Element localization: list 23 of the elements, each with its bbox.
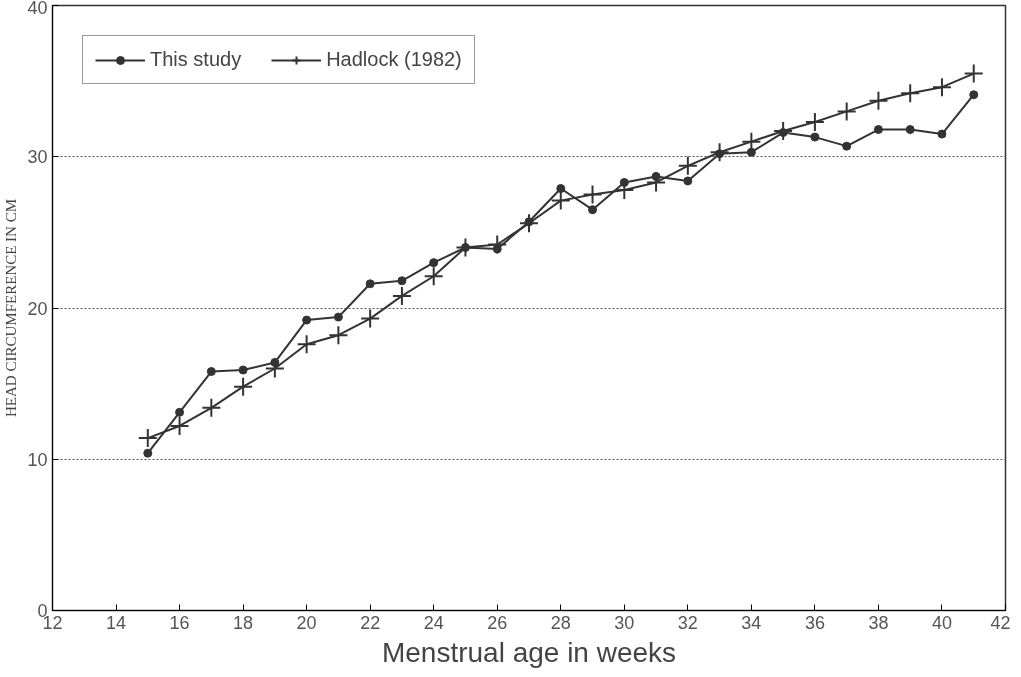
legend-label: Hadlock (1982): [326, 48, 462, 71]
x-tick-label: 36: [804, 612, 825, 633]
x-tick-label: 42: [990, 612, 1011, 633]
legend-label: This study: [150, 48, 242, 71]
y-tick-label: 20: [27, 298, 48, 319]
x-tick-label: 16: [169, 612, 190, 633]
y-tick-label: 40: [27, 0, 48, 18]
x-tick-label: 14: [106, 612, 127, 633]
x-tick-label: 38: [868, 612, 889, 633]
x-tick-label: 32: [677, 612, 698, 633]
x-tick-label: 20: [296, 612, 317, 633]
x-tick-label: 18: [233, 612, 254, 633]
x-tick-label: 34: [741, 612, 762, 633]
y-axis-title: HEAD CIRCUMFERENCE IN CM: [3, 199, 20, 417]
x-tick-label: 24: [423, 612, 444, 633]
y-tick-label: 10: [27, 449, 48, 470]
y-tick-label: 30: [27, 147, 48, 168]
x-tick-label: 28: [550, 612, 571, 633]
x-tick-label: 26: [487, 612, 508, 633]
x-axis-title: Menstrual age in weeks: [381, 636, 677, 668]
x-tick-label: 40: [931, 612, 952, 633]
x-tick-label: 30: [614, 612, 635, 633]
x-tick-label: 22: [360, 612, 381, 633]
